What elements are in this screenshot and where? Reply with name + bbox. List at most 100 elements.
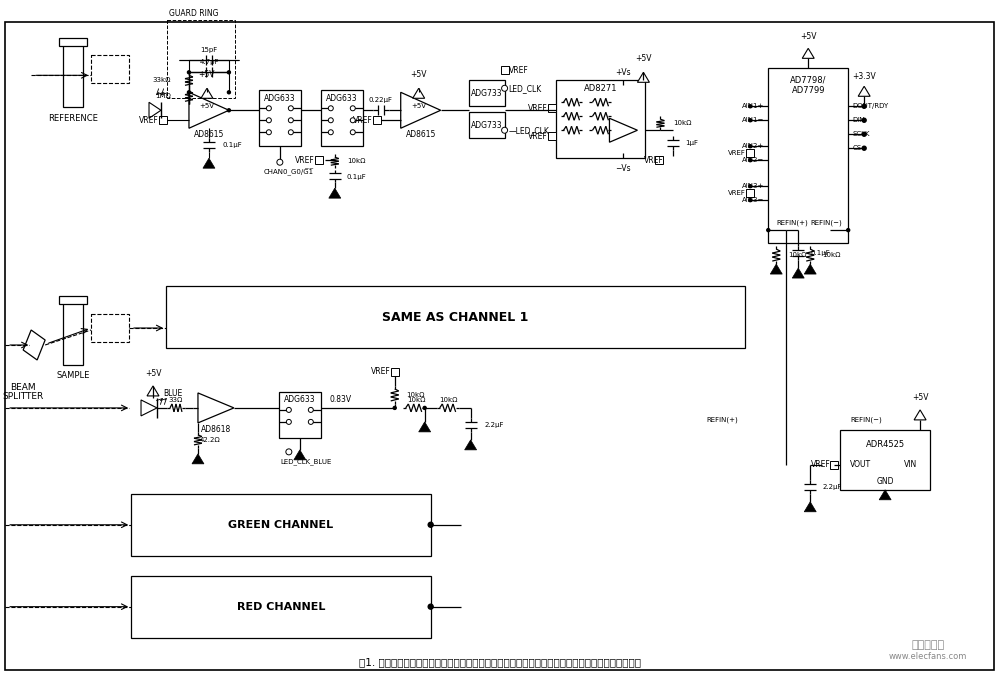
Circle shape xyxy=(502,128,508,133)
Circle shape xyxy=(748,144,751,148)
Text: 15pF: 15pF xyxy=(201,47,218,53)
Text: 1µF: 1µF xyxy=(686,140,699,146)
Text: VREF: VREF xyxy=(729,151,747,156)
Circle shape xyxy=(428,522,433,527)
Polygon shape xyxy=(201,88,213,99)
Text: VREF: VREF xyxy=(140,115,159,125)
Text: SPLITTER: SPLITTER xyxy=(3,392,44,402)
Text: AIN1+: AIN1+ xyxy=(742,103,764,109)
Bar xyxy=(131,494,431,556)
Text: −Vs: −Vs xyxy=(616,164,632,173)
Polygon shape xyxy=(189,92,229,128)
Bar xyxy=(469,112,505,138)
Circle shape xyxy=(748,159,751,162)
Bar xyxy=(131,576,431,638)
Polygon shape xyxy=(147,386,159,396)
Text: —LED_CLK: —LED_CLK xyxy=(509,126,550,135)
Circle shape xyxy=(228,71,231,74)
Circle shape xyxy=(308,419,313,425)
Polygon shape xyxy=(192,454,204,464)
Bar xyxy=(391,368,399,376)
Text: +5V: +5V xyxy=(200,103,215,109)
Text: VREF: VREF xyxy=(528,132,548,141)
Circle shape xyxy=(228,91,231,94)
Text: AD8618: AD8618 xyxy=(201,425,232,435)
Text: LED_CLK_BLUE: LED_CLK_BLUE xyxy=(280,458,332,465)
Text: +5V: +5V xyxy=(410,70,427,79)
Text: 2.2µF: 2.2µF xyxy=(822,484,841,490)
Text: GND: GND xyxy=(876,477,894,486)
Text: VOUT: VOUT xyxy=(849,460,870,469)
Text: 2.2µF: 2.2µF xyxy=(485,422,504,428)
Text: SAMPLE: SAMPLE xyxy=(57,371,90,381)
Text: AIN3−: AIN3− xyxy=(742,197,764,203)
Text: REFIN(−): REFIN(−) xyxy=(850,416,882,423)
Text: VIN: VIN xyxy=(903,460,917,469)
Circle shape xyxy=(328,106,333,111)
Text: REFIN(+): REFIN(+) xyxy=(776,220,808,226)
Circle shape xyxy=(862,146,866,151)
Bar xyxy=(167,20,235,99)
Circle shape xyxy=(862,132,866,136)
Bar xyxy=(768,68,848,243)
Bar xyxy=(656,156,664,164)
Circle shape xyxy=(328,117,333,123)
Text: +5V: +5V xyxy=(912,394,928,402)
Text: VREF: VREF xyxy=(644,156,664,165)
Bar xyxy=(166,286,746,348)
Circle shape xyxy=(285,449,291,455)
Polygon shape xyxy=(610,118,638,142)
Circle shape xyxy=(846,229,849,232)
Text: 42.2Ω: 42.2Ω xyxy=(200,437,221,443)
Text: REFERENCE: REFERENCE xyxy=(48,114,98,123)
Bar xyxy=(548,132,556,140)
Text: ADG633: ADG633 xyxy=(326,94,357,103)
Text: 電子發燒友: 電子發燒友 xyxy=(911,640,945,649)
Polygon shape xyxy=(804,502,816,512)
Circle shape xyxy=(288,130,293,135)
Circle shape xyxy=(423,406,426,410)
Polygon shape xyxy=(770,264,782,274)
Text: +3.3V: +3.3V xyxy=(852,72,876,81)
Polygon shape xyxy=(879,490,891,500)
Bar xyxy=(548,104,556,112)
Polygon shape xyxy=(149,103,161,118)
Circle shape xyxy=(748,119,751,122)
Polygon shape xyxy=(858,86,870,97)
Circle shape xyxy=(862,104,866,108)
Text: GREEN CHANNEL: GREEN CHANNEL xyxy=(229,520,333,530)
Bar xyxy=(469,80,505,106)
Circle shape xyxy=(266,117,271,123)
Circle shape xyxy=(276,159,282,165)
Bar xyxy=(747,189,754,197)
Circle shape xyxy=(286,419,291,425)
Text: 10kΩ: 10kΩ xyxy=(346,158,365,164)
Bar xyxy=(91,55,129,83)
Text: GUARD RING: GUARD RING xyxy=(169,9,219,18)
Text: AD8615: AD8615 xyxy=(194,130,225,139)
Text: ADG733: ADG733 xyxy=(471,89,502,98)
Text: 10kΩ: 10kΩ xyxy=(439,397,458,403)
Circle shape xyxy=(350,130,355,135)
Bar xyxy=(59,38,87,47)
Text: AD8271: AD8271 xyxy=(584,84,617,92)
Text: REFIN(+): REFIN(+) xyxy=(707,416,739,423)
Circle shape xyxy=(350,106,355,111)
Text: BLUE: BLUE xyxy=(163,389,183,398)
Circle shape xyxy=(266,130,271,135)
Text: VREF: VREF xyxy=(509,66,528,75)
Text: +5V: +5V xyxy=(145,369,162,379)
Text: 10kΩ: 10kΩ xyxy=(822,252,840,258)
Text: ADG633: ADG633 xyxy=(264,94,295,103)
Text: SAME AS CHANNEL 1: SAME AS CHANNEL 1 xyxy=(382,310,529,323)
Text: AD7798/: AD7798/ xyxy=(790,76,826,85)
Circle shape xyxy=(748,198,751,202)
Text: VREF: VREF xyxy=(729,190,747,196)
Polygon shape xyxy=(141,400,157,416)
Circle shape xyxy=(228,109,231,112)
Polygon shape xyxy=(23,330,45,360)
Bar xyxy=(63,43,83,107)
Text: DIN: DIN xyxy=(852,117,864,124)
Bar xyxy=(556,80,646,158)
Text: RED CHANNEL: RED CHANNEL xyxy=(237,601,325,612)
